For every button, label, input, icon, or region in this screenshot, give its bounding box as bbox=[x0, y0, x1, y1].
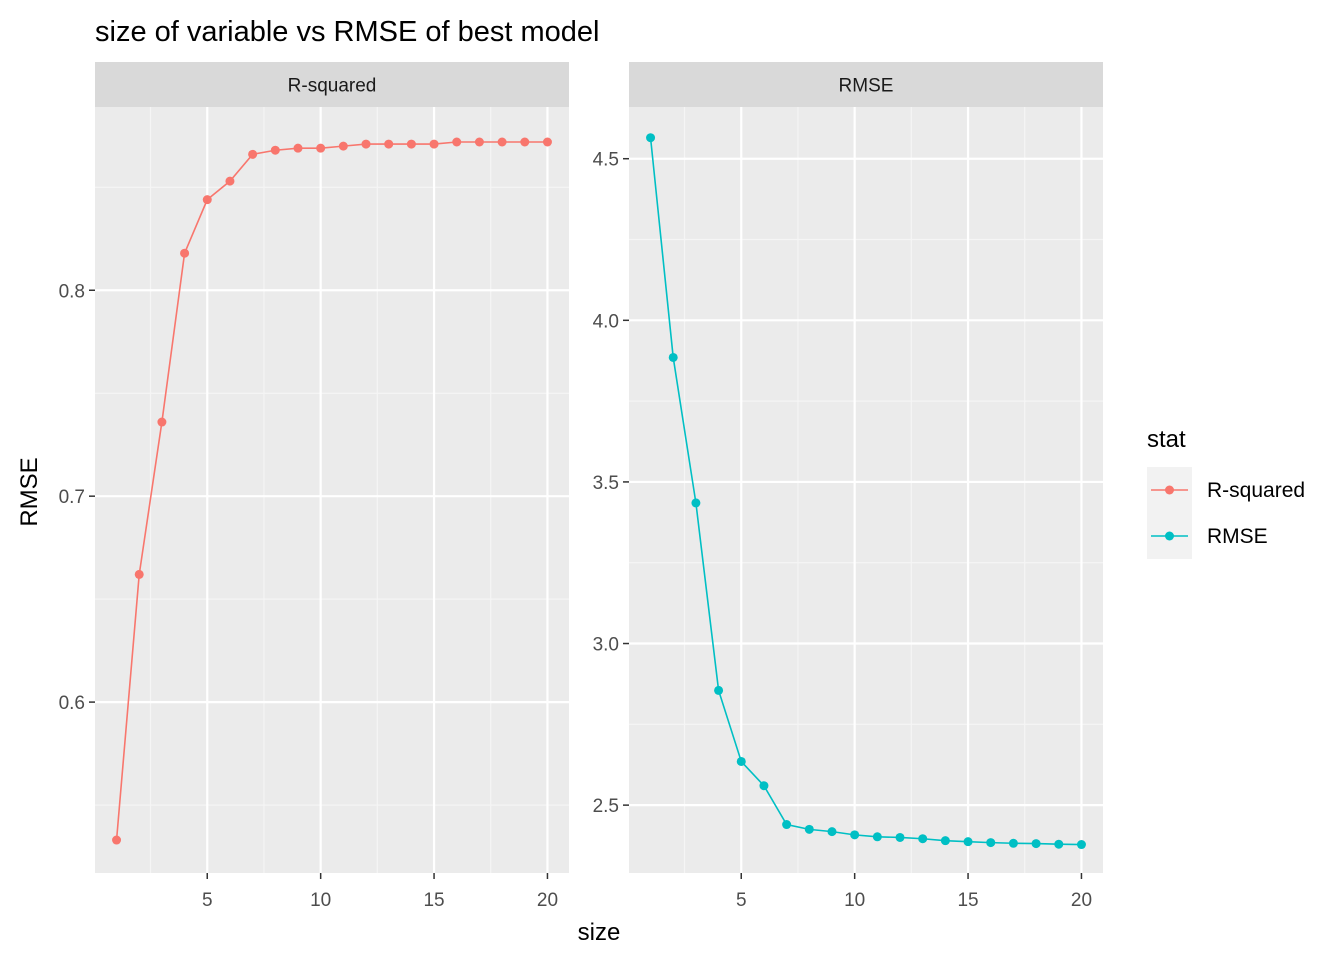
y-tick-label: 3.5 bbox=[593, 473, 619, 494]
panels-layer: R-squared 5 10 15 20 0.6 0.7 0.8 RMSE 5 10 15 20 2.5 3… bbox=[59, 62, 1103, 911]
y-tick-label: 2.5 bbox=[593, 796, 619, 817]
panel-strip bbox=[629, 62, 1103, 107]
data-point bbox=[202, 195, 212, 205]
data-point bbox=[895, 832, 905, 842]
y-tick-label: 3.0 bbox=[593, 635, 619, 656]
legend-item: RMSE bbox=[1147, 513, 1268, 559]
x-tick-label: 5 bbox=[202, 890, 213, 911]
data-point bbox=[850, 830, 860, 840]
data-point bbox=[542, 137, 552, 147]
y-tick-label: 0.7 bbox=[59, 487, 85, 508]
data-point bbox=[714, 685, 724, 695]
x-tick-label: 15 bbox=[423, 890, 444, 911]
x-tick-label: 10 bbox=[844, 890, 865, 911]
legend-label: R-squared bbox=[1207, 479, 1305, 502]
legend-label: RMSE bbox=[1207, 525, 1268, 548]
data-point bbox=[1054, 839, 1064, 849]
data-point bbox=[316, 143, 326, 153]
data-point bbox=[474, 137, 484, 147]
data-point bbox=[452, 137, 462, 147]
data-point bbox=[406, 139, 416, 149]
data-point bbox=[1076, 840, 1086, 850]
data-point bbox=[180, 248, 190, 258]
data-point bbox=[736, 756, 746, 766]
data-point bbox=[963, 837, 973, 847]
data-point bbox=[940, 836, 950, 846]
data-point bbox=[520, 137, 530, 147]
panel-strip bbox=[95, 62, 569, 107]
y-tick-label: 0.6 bbox=[59, 693, 85, 714]
panel-strip-label: RMSE bbox=[839, 76, 894, 97]
data-point bbox=[293, 143, 303, 153]
data-point bbox=[429, 139, 439, 149]
data-point bbox=[804, 824, 814, 834]
x-tick-label: 20 bbox=[1071, 890, 1092, 911]
panel-background bbox=[629, 107, 1103, 873]
panel-1: R-squared 5 10 15 20 0.6 0.7 0.8 bbox=[59, 62, 569, 911]
data-point bbox=[759, 781, 769, 791]
panel-2: RMSE 5 10 15 20 2.5 3.0 3.5 4.0 4.5 bbox=[593, 62, 1103, 911]
y-tick-label: 0.8 bbox=[59, 281, 85, 302]
legend: stat R-squared RMSE bbox=[1147, 426, 1305, 559]
legend-key-point bbox=[1165, 485, 1174, 495]
data-point bbox=[1008, 838, 1018, 848]
data-point bbox=[646, 133, 656, 143]
data-point bbox=[497, 137, 507, 147]
data-point bbox=[248, 149, 258, 159]
legend-item: R-squared bbox=[1147, 467, 1305, 513]
data-point bbox=[872, 832, 882, 842]
data-point bbox=[1031, 839, 1041, 849]
panel-strip-label: R-squared bbox=[288, 76, 377, 97]
data-point bbox=[157, 417, 167, 427]
data-point bbox=[827, 827, 837, 837]
legend-key-point bbox=[1165, 531, 1174, 541]
data-point bbox=[986, 838, 996, 848]
data-point bbox=[112, 835, 122, 845]
y-tick-label: 4.5 bbox=[593, 150, 619, 171]
data-point bbox=[270, 145, 280, 155]
y-tick-label: 4.0 bbox=[593, 311, 619, 332]
chart-title: size of variable vs RMSE of best model bbox=[95, 16, 599, 48]
y-axis-label: RMSE bbox=[16, 457, 43, 526]
x-tick-label: 15 bbox=[957, 890, 978, 911]
x-axis-label: size bbox=[578, 919, 621, 946]
data-point bbox=[918, 834, 928, 844]
panel-background bbox=[95, 107, 569, 873]
data-point bbox=[361, 139, 371, 149]
data-point bbox=[384, 139, 394, 149]
legend-title: stat bbox=[1147, 426, 1186, 453]
data-point bbox=[668, 352, 678, 362]
x-tick-label: 20 bbox=[537, 890, 558, 911]
data-point bbox=[782, 820, 792, 830]
x-tick-label: 5 bbox=[736, 890, 747, 911]
data-point bbox=[225, 176, 235, 186]
data-point bbox=[338, 141, 348, 151]
x-tick-label: 10 bbox=[310, 890, 331, 911]
data-point bbox=[134, 569, 144, 579]
data-point bbox=[691, 498, 701, 508]
